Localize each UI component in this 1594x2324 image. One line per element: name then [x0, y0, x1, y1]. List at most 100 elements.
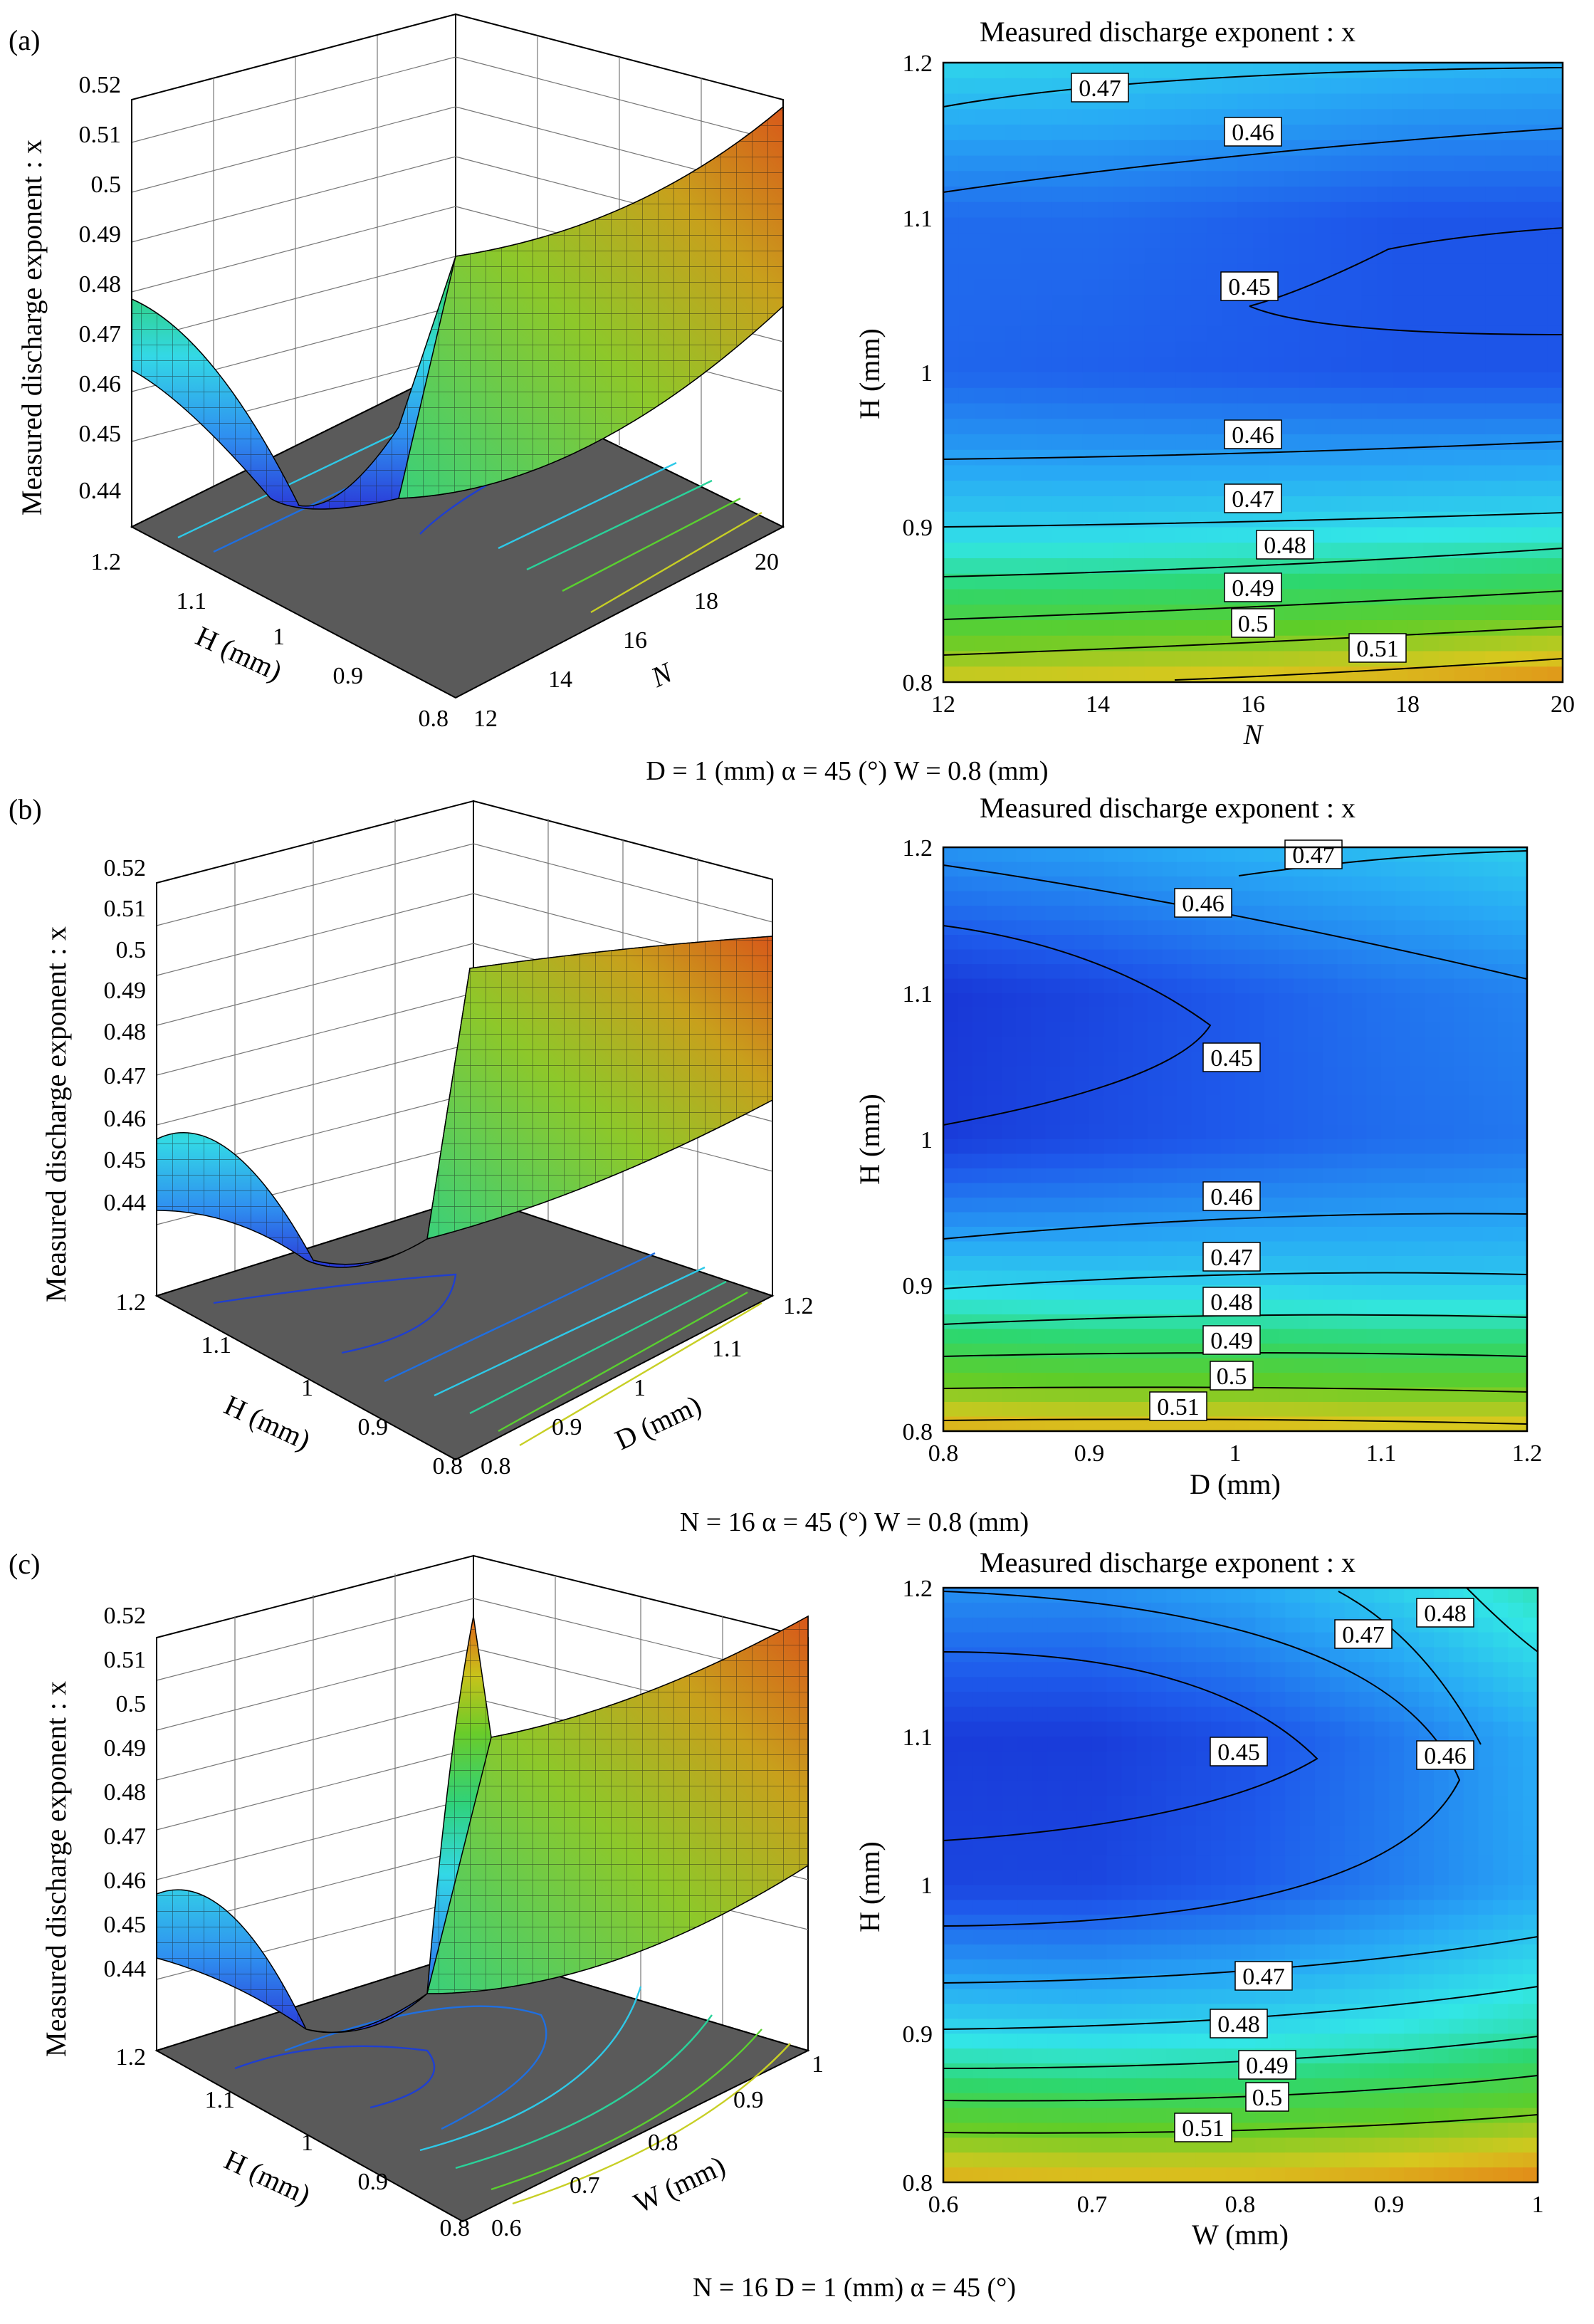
heatmap-cell	[1175, 295, 1191, 310]
heatmap-cell	[1196, 1915, 1211, 1930]
heatmap-cell	[1449, 1811, 1464, 1826]
heatmap-cell	[1361, 218, 1377, 234]
heatmap-cell	[1177, 847, 1192, 862]
heatmap-cell	[1235, 847, 1250, 862]
heatmap-cell	[1439, 651, 1454, 667]
heatmap-cell	[990, 218, 1005, 234]
heatmap-cell	[1196, 1722, 1211, 1737]
heatmap-cell	[990, 357, 1005, 372]
heatmap-cell	[943, 1067, 958, 1082]
heatmap-cell	[1062, 1781, 1077, 1796]
heatmap-cell	[1032, 1722, 1047, 1737]
heatmap-cell	[1264, 1359, 1279, 1373]
heatmap-cell	[1046, 847, 1061, 862]
heatmap-cell	[1253, 233, 1269, 248]
heatmap-cell	[1516, 558, 1532, 574]
heatmap-cell	[1330, 2108, 1345, 2123]
heatmap-cell	[1017, 1841, 1032, 1855]
heatmap-cell	[1501, 419, 1516, 434]
heatmap-cell	[1181, 2063, 1196, 2078]
heatmap-cell	[959, 310, 975, 326]
heatmap-cell	[1192, 935, 1207, 950]
heatmap-cell	[988, 1885, 1003, 1900]
heatmap-cell	[988, 1648, 1003, 1663]
heatmap-cell	[1046, 1388, 1061, 1403]
heatmap-cell	[943, 1329, 958, 1344]
heatmap-cell	[1177, 950, 1192, 965]
heatmap-cell	[1532, 63, 1548, 78]
heatmap-cell	[1470, 109, 1486, 125]
heatmap-cell	[1389, 1959, 1404, 1974]
heatmap-cell	[1196, 1752, 1211, 1766]
heatmap-cell	[1419, 2063, 1434, 2078]
heatmap-cell	[1255, 1662, 1270, 1677]
heatmap-cell	[1191, 342, 1207, 357]
heatmap-cell	[1021, 248, 1037, 264]
heatmap-cell	[1374, 1959, 1389, 1974]
heatmap-cell	[1107, 1870, 1122, 1885]
heatmap-cell	[1389, 1811, 1404, 1826]
heatmap-cell	[1300, 2167, 1315, 2182]
heatmap-cell	[943, 434, 959, 450]
heatmap-cell	[1419, 1900, 1434, 1915]
heatmap-cell	[1454, 78, 1470, 94]
heatmap-cell	[943, 1096, 958, 1111]
heatmap-cell	[1419, 2004, 1434, 2019]
heatmap-cell	[973, 1811, 988, 1826]
heatmap-cell	[1309, 1110, 1323, 1125]
heatmap-cell	[1062, 1677, 1077, 1692]
heatmap-cell	[1177, 1256, 1192, 1271]
heatmap-cell	[1166, 2034, 1181, 2048]
heatmap-cell	[1052, 295, 1067, 310]
heatmap-cell	[1021, 404, 1037, 419]
heatmap-cell	[1083, 248, 1099, 264]
heatmap-cell	[1107, 1959, 1122, 1974]
heatmap-cell	[1017, 2137, 1032, 2152]
heatmap-cell	[1031, 1067, 1046, 1082]
heatmap-cell	[1315, 1722, 1330, 1737]
heatmap-cell	[1255, 1900, 1270, 1915]
heatmap-cell	[1129, 140, 1145, 156]
heatmap-cell	[1439, 388, 1454, 404]
heatmap-cell	[1439, 125, 1454, 140]
heatmap-cell	[1148, 1271, 1163, 1286]
heatmap-cell	[1264, 1008, 1279, 1023]
heatmap-cell	[1367, 1402, 1382, 1417]
heatmap-cell	[1294, 1198, 1309, 1213]
heatmap-cell	[1464, 1677, 1479, 1692]
heatmap-cell	[1279, 1008, 1294, 1023]
heatmap-cell	[1270, 1662, 1285, 1677]
heatmap-cell	[1508, 1974, 1523, 1989]
heatmap-cell	[975, 636, 990, 651]
heatmap-cell	[1166, 1662, 1181, 1677]
heatmap-cell	[1118, 1022, 1133, 1037]
heatmap-cell	[1083, 450, 1099, 466]
heatmap-cell	[1077, 1959, 1092, 1974]
heatmap-cell	[943, 156, 959, 172]
heatmap-cell	[943, 1271, 958, 1286]
heatmap-cell	[1089, 1183, 1104, 1198]
heatmap-cell	[1331, 63, 1346, 78]
heatmap-cell	[1361, 388, 1377, 404]
z-tick: 0.48	[104, 1779, 147, 1806]
heatmap-cell	[1003, 1959, 1018, 1974]
heatmap-cell	[972, 1183, 987, 1198]
heatmap-cell	[1279, 1154, 1294, 1169]
heatmap-cell	[990, 233, 1005, 248]
heatmap-cell	[1449, 1722, 1464, 1737]
heatmap-cell	[1360, 1648, 1375, 1663]
heatmap-cell	[1003, 1826, 1018, 1841]
heatmap-cell	[1133, 1242, 1148, 1257]
heatmap-cell	[1031, 1227, 1046, 1242]
heatmap-cell	[1419, 1781, 1434, 1796]
heatmap-cell	[1226, 1826, 1241, 1841]
heatmap-cell	[1513, 847, 1528, 862]
heatmap-cell	[1077, 1989, 1092, 2004]
heatmap-cell	[1160, 187, 1176, 202]
heatmap-cell	[1133, 935, 1148, 950]
heatmap-cell	[975, 450, 990, 466]
heatmap-cell	[1206, 993, 1221, 1008]
heatmap-cell	[1255, 1811, 1270, 1826]
heatmap-cell	[1469, 1373, 1484, 1388]
heatmap-cell	[1052, 604, 1067, 620]
